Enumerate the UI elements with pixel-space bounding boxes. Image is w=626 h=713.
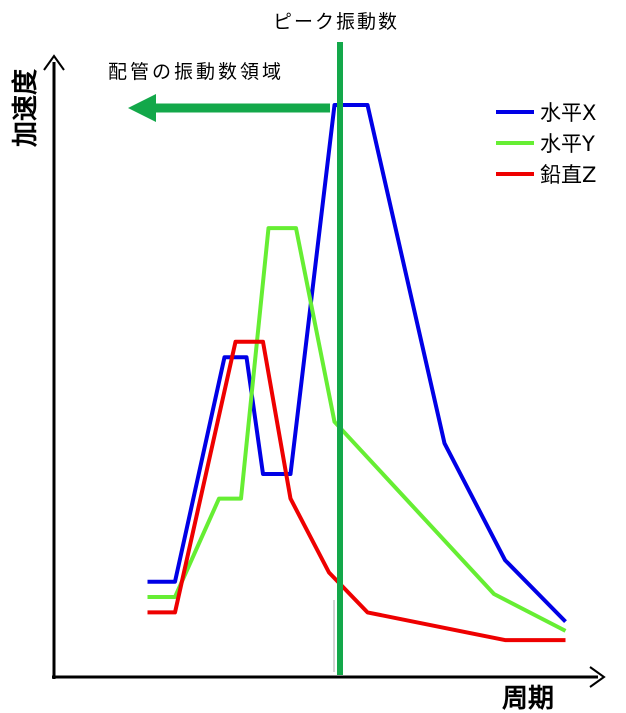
x-axis-label: 周期 [502, 684, 554, 713]
pipe-frequency-region-arrowhead [128, 94, 156, 122]
plot-lines [147, 103, 567, 643]
peak-frequency-label: ピーク振動数 [273, 11, 399, 33]
y-axis-arrowhead [43, 54, 65, 71]
series-line-z [147, 339, 566, 643]
series-line-y [147, 226, 567, 633]
legend-label-x: 水平X [540, 101, 596, 125]
pipe-frequency-region-label: 配管の振動数領域 [108, 61, 284, 83]
legend-label-y: 水平Y [540, 132, 595, 156]
series-line-x [147, 103, 567, 624]
legend-label-z: 鉛直Z [540, 163, 596, 187]
legend: 水平X 水平Y 鉛直Z [496, 101, 596, 187]
x-axis-arrowhead [589, 666, 606, 688]
y-axis-label: 加速度 [10, 69, 41, 147]
